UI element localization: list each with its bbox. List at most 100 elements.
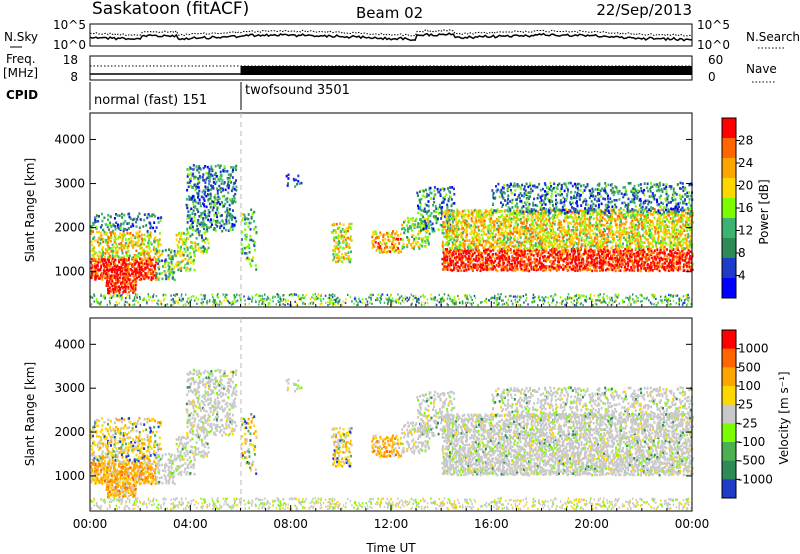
power-cell [443, 195, 446, 199]
power-cell [644, 261, 647, 264]
power-cell [455, 250, 458, 254]
power-cell [649, 268, 652, 272]
power-cell [573, 223, 576, 227]
power-cell [90, 261, 93, 264]
power-cell [608, 252, 611, 255]
power-cell [232, 215, 235, 219]
power-cell [666, 213, 669, 217]
power-cell [610, 257, 613, 261]
power-cell [619, 249, 622, 253]
power-cell [686, 222, 688, 226]
power-cell [507, 210, 510, 213]
power-cell [659, 214, 662, 217]
power-cell [490, 261, 493, 265]
power-cell [127, 256, 130, 260]
power-cell [138, 268, 141, 272]
power-cell [96, 230, 98, 234]
power-cell [633, 215, 636, 218]
power-cell [673, 223, 676, 227]
power-cell [187, 185, 190, 189]
power-cell [536, 204, 539, 208]
power-cell [633, 218, 636, 221]
power-cell [611, 218, 614, 222]
power-cell [119, 270, 122, 273]
power-cell [491, 255, 494, 259]
power-cell [180, 260, 183, 264]
power-cell [496, 221, 499, 225]
power-cell [686, 251, 689, 255]
power-cell [94, 218, 97, 222]
power-cell [669, 232, 672, 236]
power-cell [605, 241, 608, 244]
power-cell [501, 195, 504, 199]
power-cell [658, 259, 661, 263]
power-cell [629, 242, 631, 245]
power-cell [566, 258, 569, 261]
power-cell [622, 253, 625, 256]
power-cell [479, 265, 482, 269]
power-cell [578, 194, 581, 198]
power-cell [520, 199, 523, 203]
power-cell [430, 197, 432, 200]
power-cell [600, 237, 603, 240]
power-cell [470, 267, 473, 270]
power-cell [175, 238, 178, 242]
power-cell [484, 261, 487, 264]
power-cell [513, 193, 516, 196]
power-cell [471, 214, 474, 218]
power-cell [207, 193, 210, 197]
power-cell [427, 217, 429, 221]
power-cell [618, 232, 621, 235]
power-cell [572, 246, 575, 250]
power-cell [564, 250, 567, 253]
power-cell [207, 188, 210, 192]
power-cell [472, 210, 475, 213]
power-cell [580, 243, 583, 246]
power-cell [112, 245, 115, 249]
power-cell [447, 250, 450, 253]
power-cell [584, 244, 587, 248]
power-cell [193, 196, 196, 199]
power-cell [599, 246, 601, 249]
power-cell [488, 217, 491, 221]
power-cell [226, 197, 229, 200]
power-cell [424, 210, 427, 213]
power-cell [164, 273, 167, 277]
power-cell [476, 247, 479, 251]
power-cell [345, 243, 348, 246]
power-cell [604, 229, 606, 233]
power-cell [553, 262, 556, 266]
power-cell [154, 229, 157, 233]
power-cell [492, 232, 495, 235]
power-cell [161, 277, 164, 281]
power-cell [634, 209, 637, 212]
power-cell [342, 241, 345, 244]
power-cell [681, 259, 684, 262]
power-cell [401, 244, 404, 248]
power-cell [638, 213, 641, 216]
power-cell [498, 231, 501, 235]
power-cell [583, 209, 586, 212]
power-cell [533, 249, 536, 252]
power-cell [92, 223, 95, 226]
power-cell [124, 219, 127, 223]
power-cell [569, 262, 572, 265]
power-cell [112, 289, 115, 293]
power-cell [408, 239, 411, 242]
power-cell [536, 234, 539, 237]
power-cell [542, 248, 544, 251]
power-cell [575, 242, 578, 245]
power-cell [451, 247, 453, 250]
power-cell [552, 246, 554, 250]
power-cell [606, 246, 609, 250]
power-cell [132, 240, 135, 243]
power-cell [579, 229, 582, 233]
power-cell [691, 268, 694, 272]
power-cell [192, 194, 195, 198]
power-cell [197, 166, 200, 170]
power-cell [510, 251, 513, 254]
power-cell [186, 175, 189, 178]
power-cell [519, 264, 522, 267]
power-cell [450, 263, 453, 267]
power-cell [118, 247, 121, 250]
